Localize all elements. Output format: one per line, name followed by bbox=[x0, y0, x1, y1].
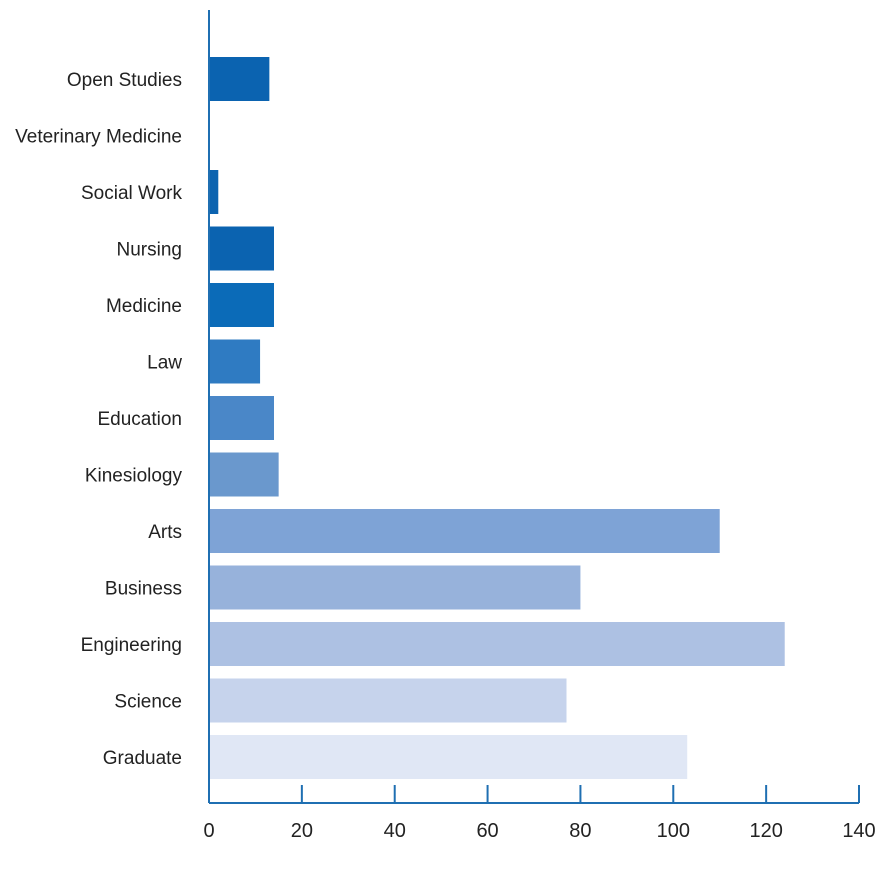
bar-graduate bbox=[209, 735, 688, 779]
x-tick-label: 140 bbox=[842, 820, 875, 842]
x-tick-label: 20 bbox=[291, 820, 313, 842]
bar-kinesiology bbox=[209, 452, 279, 497]
category-label-graduate: Graduate bbox=[103, 748, 182, 769]
x-tick-label: 0 bbox=[203, 820, 214, 842]
category-label-business: Business bbox=[105, 579, 182, 600]
bar-arts bbox=[209, 509, 720, 553]
category-label-engineering: Engineering bbox=[81, 635, 182, 656]
category-label-law: Law bbox=[147, 353, 182, 374]
bars-layer bbox=[209, 57, 785, 779]
axes: 0 20 40 60 80 100 120 140 bbox=[203, 10, 876, 842]
category-label-veterinary-medicine: Veterinary Medicine bbox=[15, 127, 182, 148]
category-label-arts: Arts bbox=[148, 522, 182, 543]
category-label-social-work: Social Work bbox=[81, 183, 183, 204]
x-tick-label: 120 bbox=[749, 820, 782, 842]
bar-science bbox=[209, 678, 567, 723]
bar-business bbox=[209, 565, 581, 610]
category-label-medicine: Medicine bbox=[106, 296, 182, 317]
x-tick-label: 40 bbox=[384, 820, 406, 842]
x-tick-label: 60 bbox=[476, 820, 498, 842]
bar-education bbox=[209, 396, 274, 440]
bar-medicine bbox=[209, 283, 274, 327]
bar-open-studies bbox=[209, 57, 270, 101]
bar-law bbox=[209, 339, 261, 384]
bar-social-work bbox=[209, 170, 219, 214]
category-label-education: Education bbox=[97, 409, 182, 430]
bar-nursing bbox=[209, 226, 274, 271]
x-tick-label: 80 bbox=[569, 820, 591, 842]
category-label-nursing: Nursing bbox=[117, 240, 182, 261]
bar-engineering bbox=[209, 622, 785, 666]
category-label-science: Science bbox=[114, 692, 182, 713]
category-label-kinesiology: Kinesiology bbox=[85, 466, 183, 487]
x-tick-label: 100 bbox=[657, 820, 690, 842]
category-labels: Open Studies Veterinary Medicine Social Wo… bbox=[15, 70, 182, 769]
category-label-open-studies: Open Studies bbox=[67, 70, 182, 91]
